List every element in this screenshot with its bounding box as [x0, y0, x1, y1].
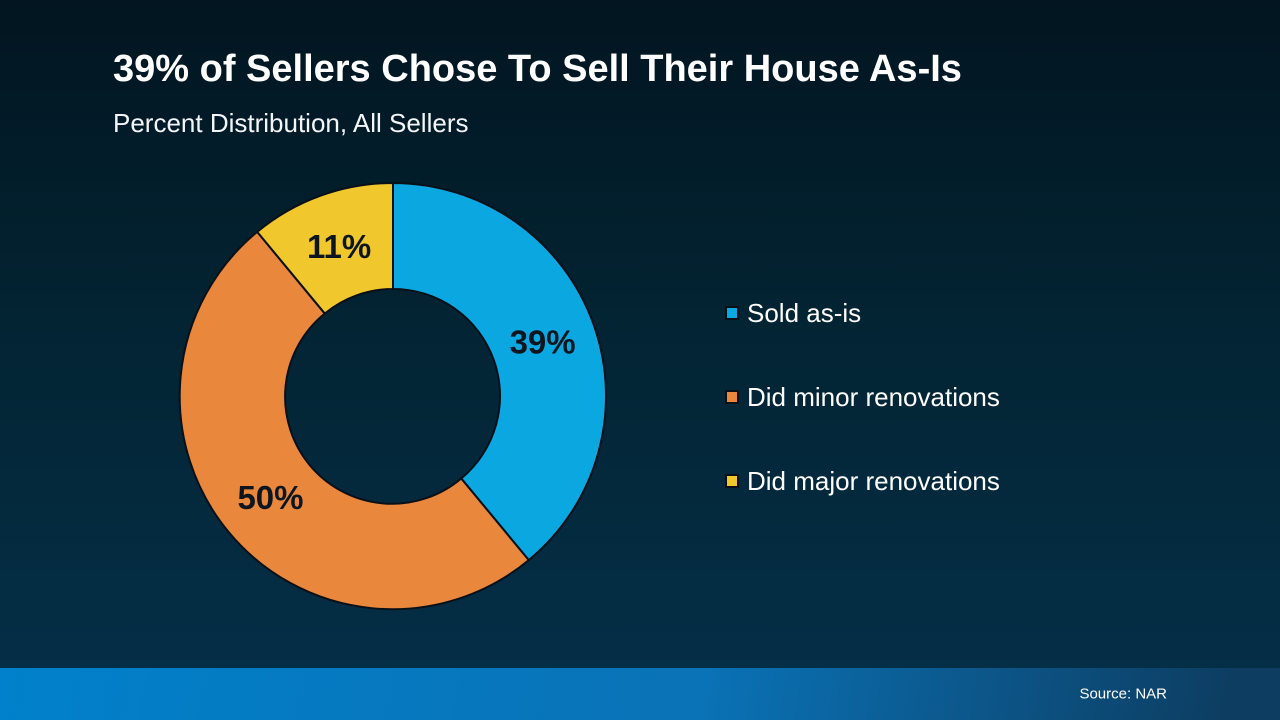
- footer-bar: Source: NAR: [0, 668, 1280, 720]
- legend-label: Did minor renovations: [747, 381, 1000, 412]
- slice-label-2: 11%: [307, 228, 371, 265]
- legend-swatch-icon: [725, 390, 739, 404]
- slice-label-1: 50%: [237, 479, 303, 516]
- chart-subtitle: Percent Distribution, All Sellers: [113, 108, 469, 138]
- legend-swatch-icon: [725, 474, 739, 488]
- donut-slice-1: [178, 230, 530, 611]
- donut-chart-area: 39% 50% 11%: [173, 176, 613, 616]
- source-text: Source: NAR: [1079, 685, 1167, 703]
- legend-label: Sold as-is: [747, 297, 862, 328]
- donut-slice-0: [392, 182, 607, 562]
- legend-item-1: Did minor renovations: [725, 382, 1000, 412]
- chart-title: 39% of Sellers Chose To Sell Their House…: [113, 48, 962, 90]
- legend-item-0: Sold as-is: [725, 298, 1000, 328]
- slice-label-0: 39%: [510, 324, 576, 361]
- donut-slice-2: [256, 182, 394, 315]
- legend: Sold as-is Did minor renovations Did major…: [725, 298, 1000, 496]
- legend-label: Did major renovations: [747, 465, 1000, 496]
- donut-chart: 39% 50% 11%: [178, 182, 607, 611]
- legend-swatch-icon: [725, 306, 739, 320]
- legend-item-2: Did major renovations: [725, 466, 1000, 496]
